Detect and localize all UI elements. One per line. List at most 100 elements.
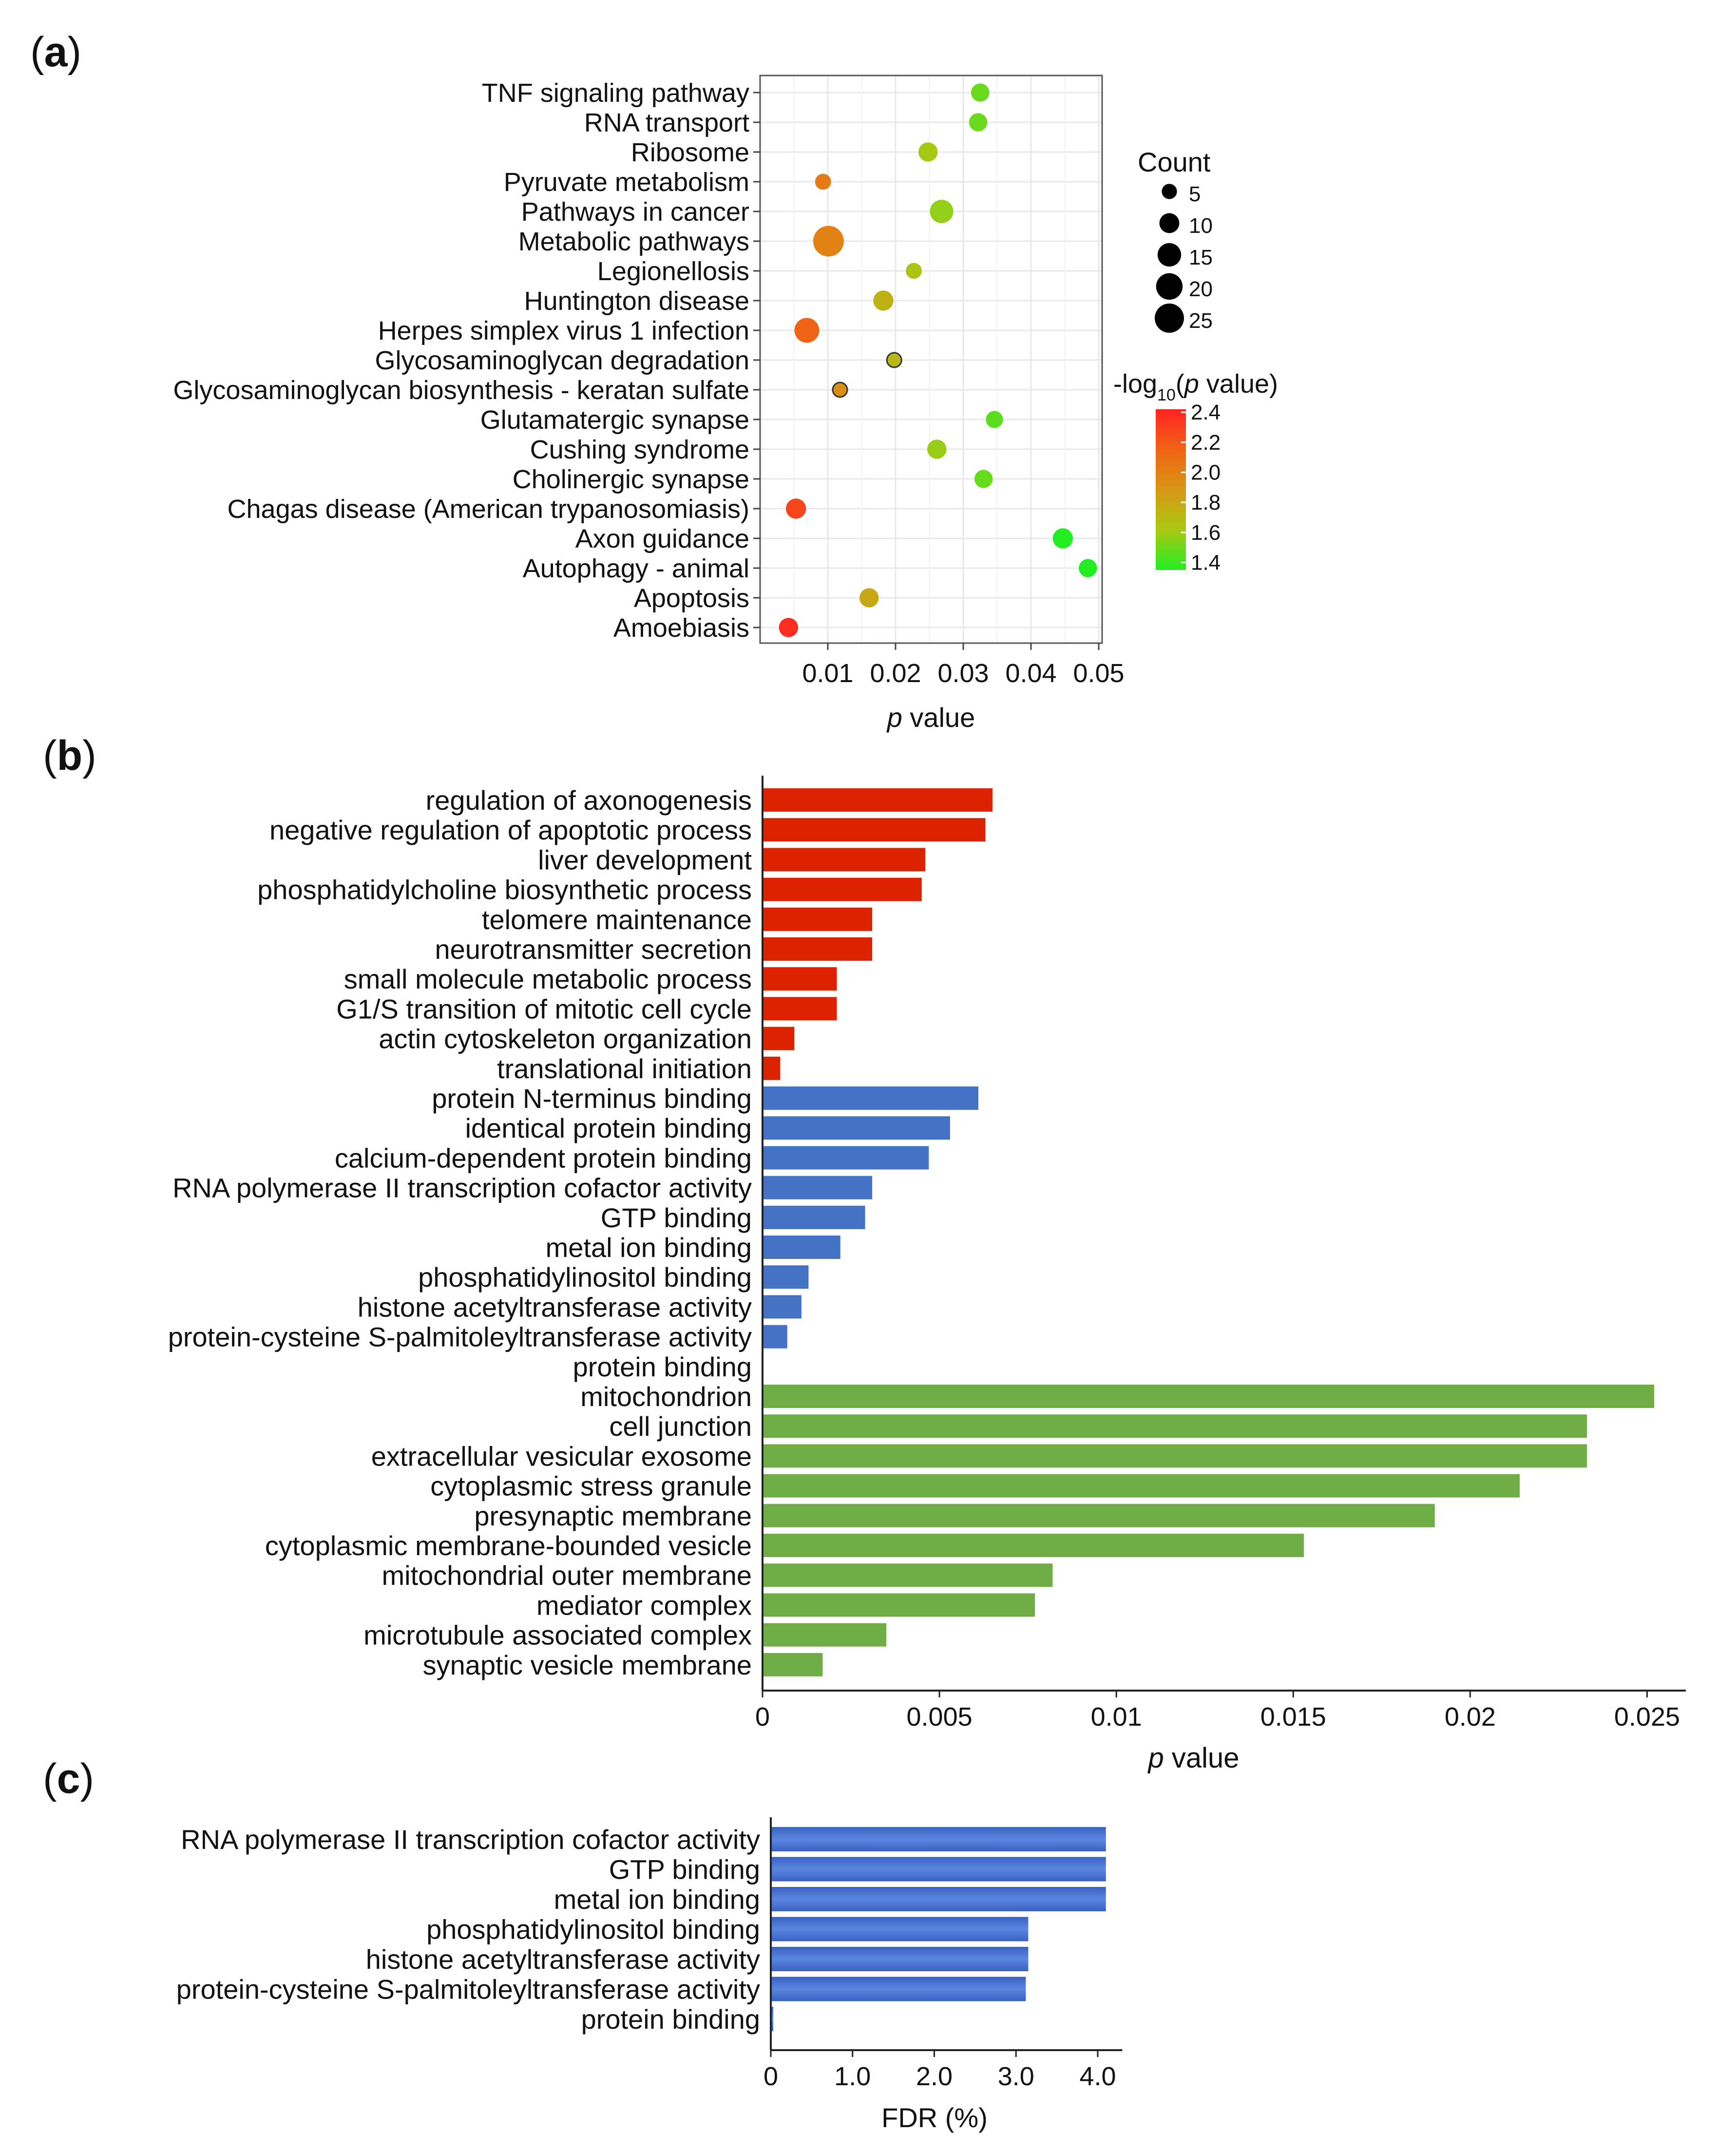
y-tick-label-metabolic-pathways: Metabolic pathways bbox=[518, 227, 749, 256]
y-tick-label-axon-guidance: Axon guidance bbox=[575, 524, 749, 553]
bar-phosphatidylinositol-binding bbox=[763, 1265, 809, 1289]
bar-cell-junction bbox=[763, 1414, 1587, 1438]
color-legend-label: 2.2 bbox=[1191, 431, 1221, 455]
bar-mediator-complex bbox=[763, 1593, 1035, 1617]
x-tick-label: 0.03 bbox=[937, 659, 989, 688]
size-legend-dot bbox=[1155, 304, 1184, 333]
bar-microtubule-associated-complex bbox=[763, 1623, 887, 1647]
bar-mitochondrion bbox=[763, 1385, 1654, 1408]
color-legend-title-p: p bbox=[1183, 369, 1199, 399]
color-legend-title-prefix: -log bbox=[1113, 369, 1157, 399]
x-tick-label: 1.0 bbox=[834, 2062, 871, 2091]
y-tick-label-glutamatergic-synapse: Glutamatergic synapse bbox=[480, 405, 749, 435]
color-legend-title-paren: ( bbox=[1176, 369, 1184, 399]
x-tick-label: 0.025 bbox=[1614, 1702, 1680, 1732]
bar-calcium-dependent-protein-binding bbox=[763, 1146, 929, 1170]
bar-label-phosphatidylinositol-binding: phosphatidylinositol binding bbox=[418, 1262, 752, 1293]
bar-negative-regulation-of-apoptotic-process bbox=[763, 818, 986, 842]
bar-identical-protein-binding bbox=[763, 1116, 950, 1140]
bar-rna-polymerase-ii-transcription-cofactor-activity bbox=[763, 1176, 873, 1199]
bubble-glycosaminoglycan-degradation bbox=[886, 352, 902, 368]
bubble-cushing-syndrome bbox=[927, 439, 947, 459]
bubble-apoptosis bbox=[859, 588, 879, 608]
panel-label-a: (a) bbox=[30, 29, 82, 76]
panel-label-c: (c) bbox=[43, 1755, 95, 1802]
y-tick-label-chagas-disease-american-trypanosomiasis: Chagas disease (American trypanosomiasis… bbox=[228, 495, 749, 524]
y-tick-label-tnf-signaling-pathway: TNF signaling pathway bbox=[482, 78, 749, 108]
x-tick-label: 0.02 bbox=[1445, 1702, 1496, 1732]
bar-small-molecule-metabolic-process bbox=[763, 967, 837, 991]
bar-label-phosphatidylcholine-biosynthetic-process: phosphatidylcholine biosynthetic process bbox=[257, 875, 752, 905]
size-legend-dot bbox=[1157, 243, 1182, 267]
x-tick-label: 0.005 bbox=[907, 1702, 973, 1732]
bar-cytoplasmic-stress-granule bbox=[763, 1474, 1520, 1498]
bar-label-gtp-binding: GTP binding bbox=[609, 1854, 760, 1885]
bar-label-protein-cysteine-s-palmitoleyltransferase-activity: protein-cysteine S-palmitoleyltransferas… bbox=[176, 1974, 760, 2005]
bubble-glycosaminoglycan-biosynthesis-keratan-sulfate bbox=[832, 381, 848, 398]
bar-translational-initiation bbox=[763, 1056, 781, 1080]
color-legend-title-rest: value) bbox=[1199, 369, 1278, 399]
bubble-axon-guidance bbox=[1052, 528, 1073, 549]
bubble-pyruvate-metabolism bbox=[815, 173, 831, 190]
color-legend-label: 1.6 bbox=[1191, 521, 1221, 545]
bar-label-histone-acetyltransferase-activity: histone acetyltransferase activity bbox=[358, 1292, 752, 1322]
bar-label-rna-polymerase-ii-transcription-cofactor-activity: RNA polymerase II transcription cofactor… bbox=[181, 1824, 760, 1855]
color-legend-title: -log10(p value) bbox=[1113, 369, 1278, 404]
bar-phosphatidylinositol-binding bbox=[771, 1917, 1029, 1942]
bubble-legionellosis bbox=[906, 263, 922, 279]
size-legend-label: 10 bbox=[1189, 214, 1213, 238]
bar-gtp-binding bbox=[763, 1205, 865, 1229]
x-axis-label-rest: value bbox=[902, 702, 975, 733]
bar-label-calcium-dependent-protein-binding: calcium-dependent protein binding bbox=[335, 1142, 752, 1173]
y-tick-label-pyruvate-metabolism: Pyruvate metabolism bbox=[504, 168, 749, 197]
x-tick-label: 0 bbox=[755, 1702, 770, 1732]
bar-neurotransmitter-secretion bbox=[763, 937, 873, 961]
bar-label-phosphatidylinositol-binding: phosphatidylinositol binding bbox=[426, 1914, 760, 1945]
size-legend-title: Count bbox=[1138, 147, 1211, 177]
y-tick-label-rna-transport: RNA transport bbox=[584, 108, 749, 137]
x-tick-label: 4.0 bbox=[1079, 2062, 1116, 2091]
bubble-rna-transport bbox=[969, 113, 988, 132]
bar-extracellular-vesicular-exosome bbox=[763, 1444, 1587, 1468]
y-tick-label-ribosome: Ribosome bbox=[631, 138, 749, 167]
x-tick-label: 0.015 bbox=[1260, 1702, 1326, 1732]
bar-gtp-binding bbox=[771, 1857, 1106, 1882]
x-tick-label: 2.0 bbox=[916, 2062, 953, 2091]
bar-label-neurotransmitter-secretion: neurotransmitter secretion bbox=[435, 934, 752, 965]
bar-label-protein-binding: protein binding bbox=[581, 2004, 760, 2035]
y-tick-label-pathways-in-cancer: Pathways in cancer bbox=[521, 197, 749, 227]
bar-label-telomere-maintenance: telomere maintenance bbox=[482, 904, 752, 935]
bar-label-metal-ion-binding: metal ion binding bbox=[554, 1884, 760, 1915]
bar-protein-n-terminus-binding bbox=[763, 1086, 978, 1110]
color-legend-label: 2.4 bbox=[1191, 400, 1221, 424]
bubble-tnf-signaling-pathway bbox=[971, 83, 990, 102]
bar-label-presynaptic-membrane: presynaptic membrane bbox=[474, 1501, 752, 1531]
bubble-chagas-disease-american-trypanosomiasis bbox=[785, 498, 806, 519]
x-tick-label: 0.04 bbox=[1005, 659, 1056, 688]
y-tick-label-cholinergic-synapse: Cholinergic synapse bbox=[513, 465, 749, 494]
bar-label-protein-binding: protein binding bbox=[573, 1352, 752, 1382]
y-tick-label-herpes-simplex-virus-1-infection: Herpes simplex virus 1 infection bbox=[378, 316, 749, 345]
bar-label-regulation-of-axonogenesis: regulation of axonogenesis bbox=[426, 785, 752, 816]
color-legend-title-sub: 10 bbox=[1157, 386, 1176, 404]
y-tick-label-autophagy-animal: Autophagy - animal bbox=[523, 554, 749, 583]
y-tick-label-cushing-syndrome: Cushing syndrome bbox=[530, 435, 749, 464]
y-tick-label-glycosaminoglycan-degradation: Glycosaminoglycan degradation bbox=[375, 346, 749, 375]
size-legend-label: 20 bbox=[1189, 277, 1213, 301]
x-axis-label: p value bbox=[1147, 1742, 1239, 1774]
bar-actin-cytoskeleton-organization bbox=[763, 1027, 795, 1050]
bar-metal-ion-binding bbox=[771, 1887, 1106, 1911]
bar-label-negative-regulation-of-apoptotic-process: negative regulation of apoptotic process bbox=[269, 815, 752, 845]
size-legend-dot bbox=[1156, 273, 1183, 300]
bar-label-histone-acetyltransferase-activity: histone acetyltransferase activity bbox=[366, 1944, 760, 1975]
bar-regulation-of-axonogenesis bbox=[763, 788, 993, 812]
bar-label-identical-protein-binding: identical protein binding bbox=[465, 1113, 752, 1143]
x-tick-label: 0 bbox=[763, 2062, 778, 2091]
bar-protein-cysteine-s-palmitoleyltransferase-activity bbox=[763, 1325, 787, 1349]
bar-presynaptic-membrane bbox=[763, 1504, 1435, 1527]
size-legend-dot bbox=[1162, 184, 1177, 199]
bubble-metabolic-pathways bbox=[813, 226, 844, 257]
bubble-ribosome bbox=[918, 142, 938, 162]
y-tick-label-amoebiasis: Amoebiasis bbox=[613, 613, 749, 643]
size-legend-label: 25 bbox=[1189, 309, 1213, 333]
